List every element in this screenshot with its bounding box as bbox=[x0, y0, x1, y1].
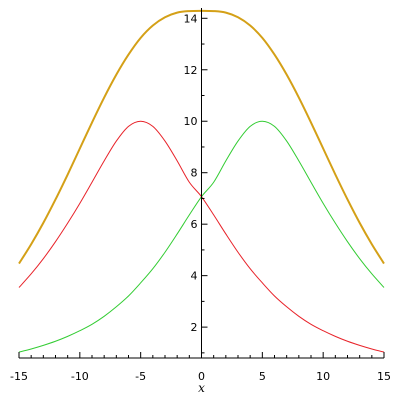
y-tick-label: 10 bbox=[184, 115, 198, 128]
y-tick-label: 2 bbox=[191, 321, 198, 334]
y-tick-label: 8 bbox=[191, 167, 198, 180]
x-tick-label: 5 bbox=[259, 370, 266, 383]
y-tick-label: 6 bbox=[191, 218, 198, 231]
y-tick-label: 14 bbox=[184, 12, 198, 25]
x-tick-label: 10 bbox=[316, 370, 330, 383]
y-tick-label: 12 bbox=[184, 64, 198, 77]
x-axis-label: x bbox=[198, 381, 205, 395]
x-tick-label: 15 bbox=[377, 370, 391, 383]
ticks-layer: -15 -10 -5 0 5 10 15 2 4 6 8 10 12 14 bbox=[10, 12, 391, 383]
x-tick-label: -15 bbox=[10, 370, 28, 383]
x-tick-label: 0 bbox=[198, 370, 205, 383]
x-tick-label: -5 bbox=[135, 370, 146, 383]
y-tick-label: 4 bbox=[191, 270, 198, 283]
x-tick-label: -10 bbox=[71, 370, 89, 383]
axes-layer bbox=[19, 8, 384, 359]
